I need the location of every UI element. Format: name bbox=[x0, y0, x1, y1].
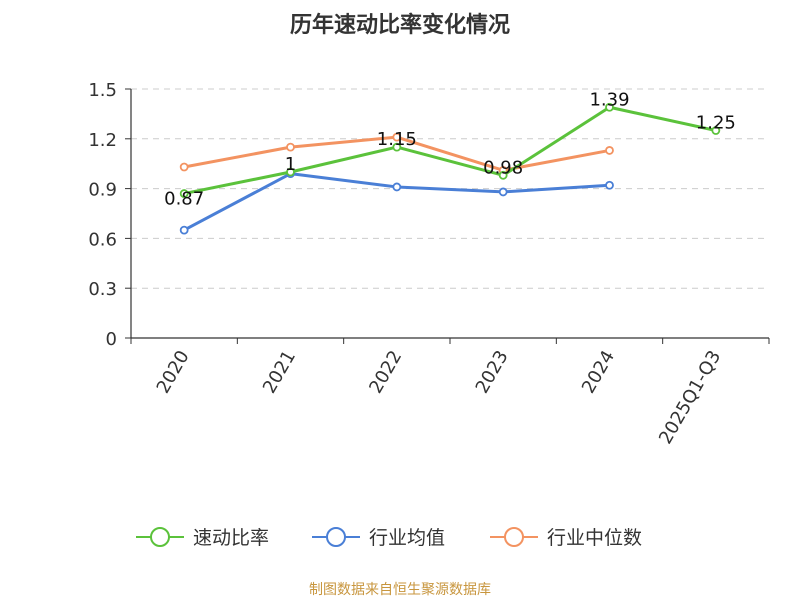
y-tick-label: 0.6 bbox=[88, 229, 117, 250]
data-point[interactable] bbox=[392, 132, 402, 142]
data-point[interactable] bbox=[498, 187, 508, 197]
data-label: 1.15 bbox=[377, 129, 417, 150]
data-labels: 0.87 1 1.15 0.98 1.39 1.25 bbox=[164, 89, 736, 209]
data-point[interactable] bbox=[179, 162, 189, 172]
data-label: 0.87 bbox=[164, 189, 204, 210]
series-line-0 bbox=[183, 105, 717, 196]
y-tick-label: 1.5 bbox=[88, 80, 117, 101]
legend-label: 行业均值 bbox=[369, 527, 445, 549]
data-point[interactable] bbox=[392, 182, 402, 192]
y-tick-label: 0.3 bbox=[88, 279, 117, 300]
x-tick-label: 2021 bbox=[259, 347, 300, 397]
series-group bbox=[179, 102, 721, 235]
legend-marker bbox=[326, 527, 346, 547]
legend-item-1[interactable]: 行业均值 bbox=[312, 527, 445, 549]
legend-marker bbox=[504, 527, 524, 547]
x-tick-label: 2025Q1-Q3 bbox=[655, 347, 725, 448]
chart-title: 历年速动比率变化情况 bbox=[290, 12, 510, 38]
data-point[interactable] bbox=[286, 167, 295, 177]
data-label: 1 bbox=[285, 154, 296, 175]
data-point[interactable] bbox=[711, 126, 721, 135]
x-tick-label: 2024 bbox=[578, 347, 619, 397]
data-point[interactable] bbox=[179, 189, 189, 198]
x-tick-label: 2020 bbox=[153, 347, 194, 397]
data-point[interactable] bbox=[498, 170, 508, 180]
axes: 0 0.3 0.6 0.9 1.2 1.5 2020 2021 2022 2023 2024 2025… bbox=[88, 80, 770, 448]
legend-label: 速动比率 bbox=[193, 527, 269, 549]
data-label: 1.25 bbox=[696, 113, 736, 134]
data-label: 1.39 bbox=[589, 89, 629, 110]
x-tick-label: 2023 bbox=[472, 347, 513, 397]
x-tick-label: 2022 bbox=[365, 347, 406, 397]
legend-item-2[interactable]: 行业中位数 bbox=[490, 527, 642, 549]
y-tick-label: 0.9 bbox=[88, 180, 117, 201]
y-tick-label: 1.2 bbox=[88, 130, 117, 151]
legend-item-0[interactable]: 速动比率 bbox=[136, 527, 269, 549]
data-label: 0.98 bbox=[483, 157, 523, 178]
y-tick-label: 0 bbox=[106, 329, 117, 350]
data-point[interactable] bbox=[605, 102, 614, 112]
data-point[interactable] bbox=[605, 146, 614, 155]
source-note: 制图数据来自恒生聚源数据库 bbox=[309, 582, 491, 598]
legend-marker bbox=[150, 527, 170, 547]
data-point[interactable] bbox=[179, 225, 189, 235]
data-point[interactable] bbox=[605, 180, 614, 190]
legend-label: 行业中位数 bbox=[547, 527, 642, 549]
data-point[interactable] bbox=[286, 142, 295, 152]
data-point[interactable] bbox=[392, 142, 402, 152]
legend[interactable]: 速动比率 行业均值 行业中位数 bbox=[136, 527, 642, 549]
